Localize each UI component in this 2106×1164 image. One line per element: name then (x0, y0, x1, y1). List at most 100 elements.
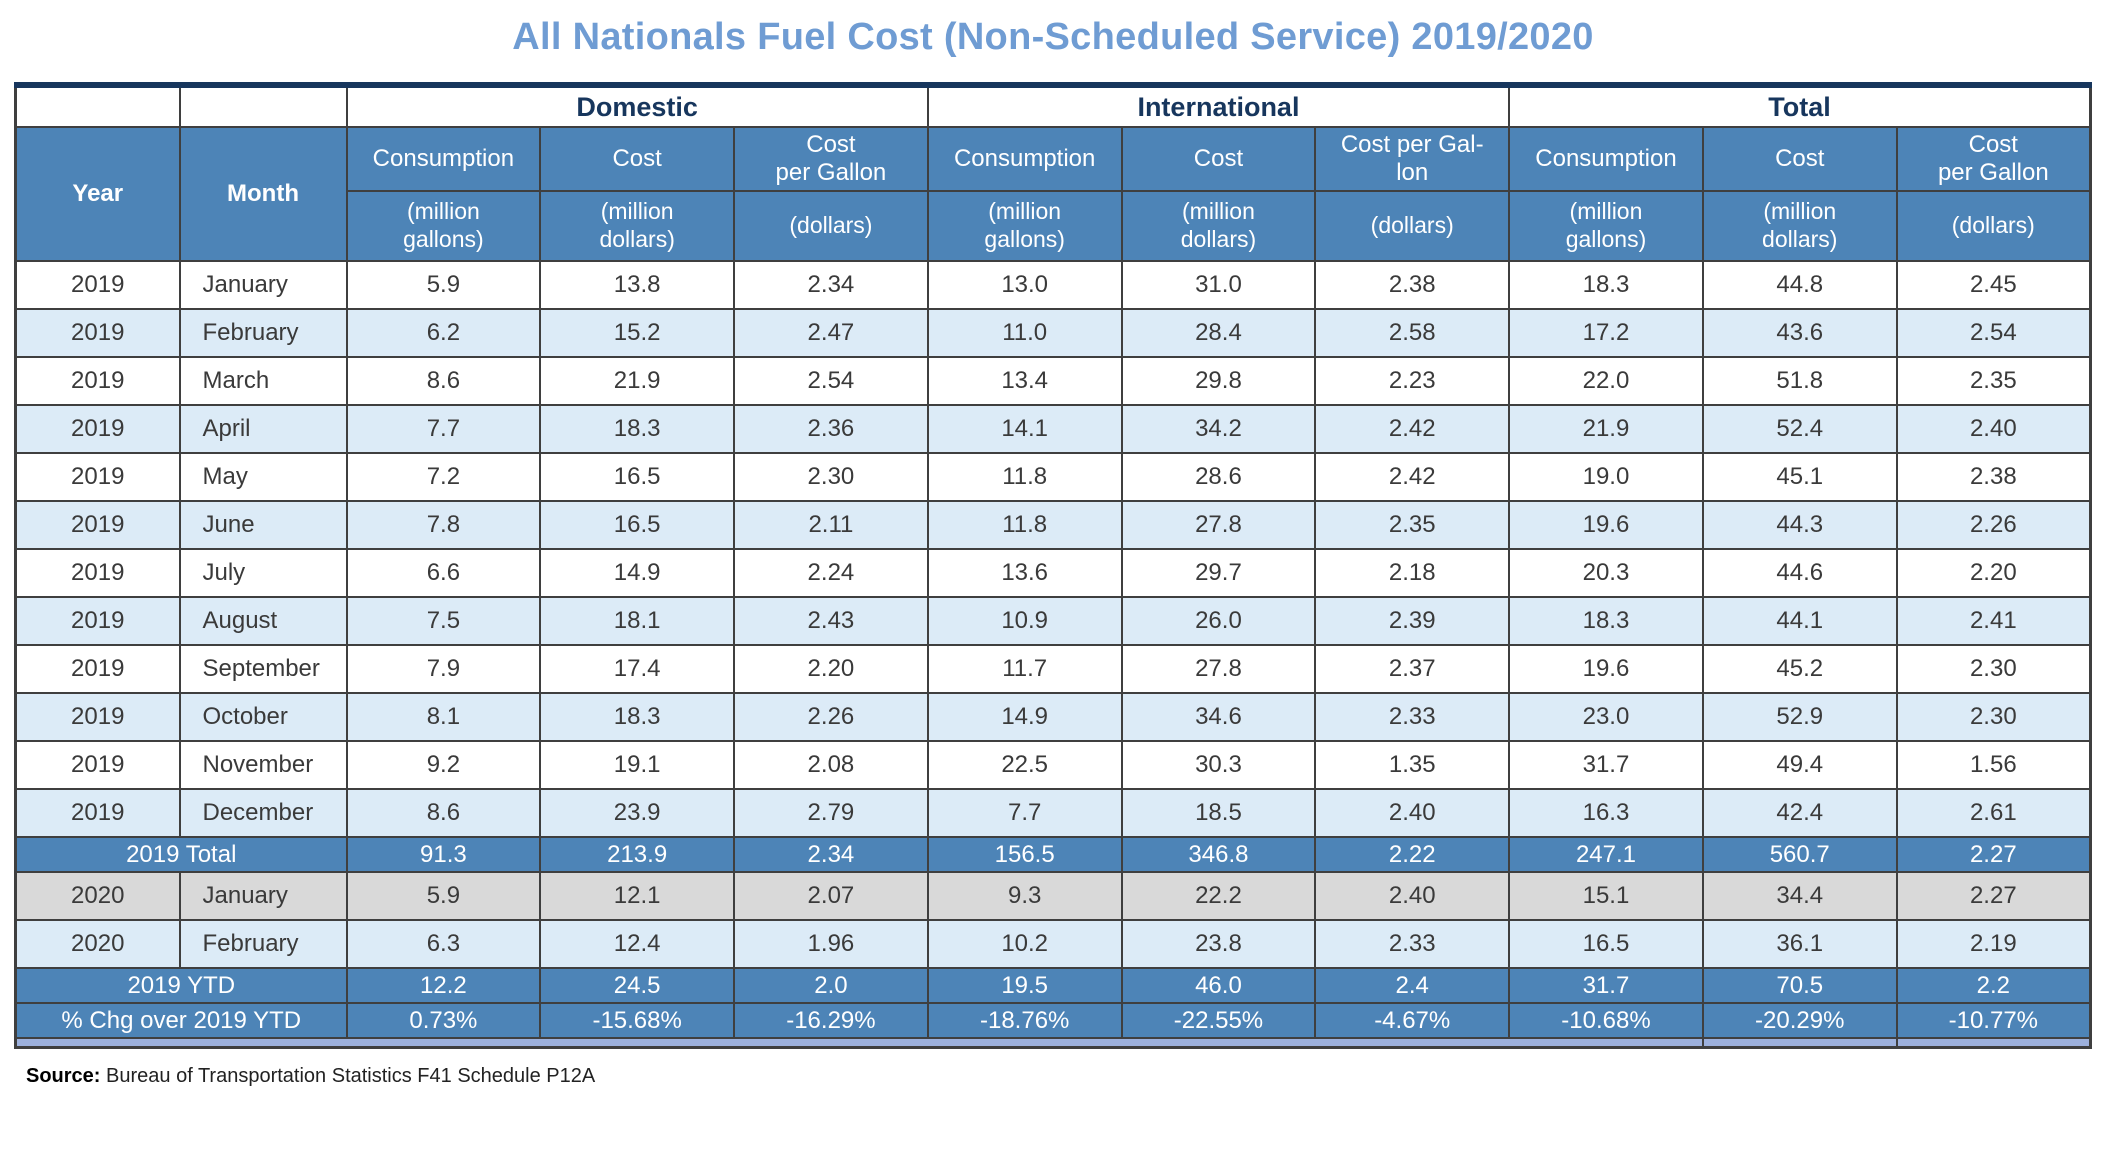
value-cell: -10.68% (1508, 1002, 1704, 1039)
value-cell: 9.3 (926, 871, 1123, 921)
month-cell: April (178, 404, 348, 454)
value-cell: 22.0 (1508, 356, 1704, 406)
value-cell: 27.8 (1120, 500, 1317, 550)
year-cell: 2019 (14, 788, 181, 838)
value-cell: 2.20 (1895, 548, 2092, 598)
year-cell: 2019 (14, 644, 181, 694)
year-cell: 2019 (14, 548, 181, 598)
value-cell: -16.29% (733, 1002, 929, 1039)
value-cell: 2.26 (733, 692, 929, 742)
value-cell: 15.2 (539, 308, 736, 358)
unit-header-total-cost: (million dollars) (1701, 190, 1898, 262)
value-cell: 24.5 (539, 967, 736, 1004)
value-cell: 5.9 (345, 871, 542, 921)
value-cell: 7.7 (926, 788, 1123, 838)
value-cell: 16.3 (1508, 788, 1704, 838)
value-cell: 44.3 (1701, 500, 1898, 550)
value-cell: 28.6 (1120, 452, 1317, 502)
month-cell: December (178, 788, 348, 838)
unit-header-domestic-cost: (million dollars) (539, 190, 736, 262)
value-cell: 10.9 (926, 596, 1123, 646)
value-cell: 2.54 (1895, 308, 2092, 358)
value-cell: 27.8 (1120, 644, 1317, 694)
value-cell: 12.2 (345, 967, 542, 1004)
value-cell: 2.43 (733, 596, 929, 646)
footer-bar-cell (14, 1037, 1704, 1049)
value-cell: 2.34 (733, 260, 929, 310)
month-cell: June (178, 500, 348, 550)
unit-header-total-cost-per-gallon: (dollars) (1895, 190, 2092, 262)
value-cell: 2.40 (1314, 788, 1511, 838)
value-cell: 2.35 (1895, 356, 2092, 406)
value-cell: 22.5 (926, 740, 1123, 790)
month-cell: January (178, 260, 348, 310)
value-cell: 2.2 (1895, 967, 2092, 1004)
month-column-header: Month (178, 126, 348, 262)
value-cell: 52.9 (1701, 692, 1898, 742)
value-cell: 213.9 (539, 836, 736, 873)
value-cell: 2.23 (1314, 356, 1511, 406)
value-cell: 2.20 (733, 644, 929, 694)
value-cell: 20.3 (1508, 548, 1704, 598)
metric-header-international-cost-per-gallon: Cost per Gal- lon (1314, 126, 1511, 192)
page-title: All Nationals Fuel Cost (Non-Scheduled S… (512, 16, 1594, 58)
unit-header-international-cost-per-gallon: (dollars) (1314, 190, 1511, 262)
value-cell: -15.68% (539, 1002, 736, 1039)
month-cell: February (178, 308, 348, 358)
value-cell: 31.7 (1508, 967, 1704, 1004)
footer-bar-cell (1701, 1037, 1898, 1049)
summary-label-cell: 2019 YTD (14, 967, 348, 1004)
month-cell: February (178, 919, 348, 969)
value-cell: 2.18 (1314, 548, 1511, 598)
unit-header-total-consumption: (million gallons) (1508, 190, 1704, 262)
value-cell: 28.4 (1120, 308, 1317, 358)
value-cell: 7.2 (345, 452, 542, 502)
value-cell: 44.8 (1701, 260, 1898, 310)
year-cell: 2020 (14, 919, 181, 969)
value-cell: 34.6 (1120, 692, 1317, 742)
data-row: 2019 May 7.2 16.5 2.30 11.8 28.6 2.42 19.0 45.1 2.… (14, 452, 2092, 502)
value-cell: -10.77% (1895, 1002, 2092, 1039)
value-cell: -4.67% (1314, 1002, 1511, 1039)
data-row: 2019 June 7.8 16.5 2.11 11.8 27.8 2.35 19.6 44.3 2… (14, 500, 2092, 550)
value-cell: 6.2 (345, 308, 542, 358)
metric-header-international-cost: Cost (1120, 126, 1317, 192)
value-cell: 19.6 (1508, 500, 1704, 550)
fuel-cost-table: Domestic International Total Year Month … (14, 82, 2092, 1049)
value-cell: 31.7 (1508, 740, 1704, 790)
value-cell: 2.11 (733, 500, 929, 550)
value-cell: 2.58 (1314, 308, 1511, 358)
year-cell: 2020 (14, 871, 181, 921)
value-cell: 156.5 (926, 836, 1123, 873)
group-header-row: Domestic International Total (14, 82, 2092, 128)
table-header: Domestic International Total Year Month … (14, 82, 2092, 262)
value-cell: 18.3 (539, 692, 736, 742)
month-cell: September (178, 644, 348, 694)
year-cell: 2019 (14, 308, 181, 358)
summary-row: 2019 Total 91.3 213.9 2.34 156.5 346.8 2.22 247… (14, 836, 2092, 873)
year-cell: 2019 (14, 356, 181, 406)
value-cell: 17.4 (539, 644, 736, 694)
value-cell: 14.9 (539, 548, 736, 598)
value-cell: 2.07 (733, 871, 929, 921)
value-cell: 2.19 (1895, 919, 2092, 969)
metric-header-international-consumption: Consumption (926, 126, 1123, 192)
year-cell: 2019 (14, 500, 181, 550)
month-cell: August (178, 596, 348, 646)
value-cell: 6.6 (345, 548, 542, 598)
year-cell: 2019 (14, 596, 181, 646)
value-cell: 16.5 (1508, 919, 1704, 969)
value-cell: 17.2 (1508, 308, 1704, 358)
month-cell: March (178, 356, 348, 406)
value-cell: 36.1 (1701, 919, 1898, 969)
value-cell: 45.2 (1701, 644, 1898, 694)
value-cell: 7.7 (345, 404, 542, 454)
month-cell: October (178, 692, 348, 742)
unit-header-international-cost: (million dollars) (1120, 190, 1317, 262)
data-row: 2020 February 6.3 12.4 1.96 10.2 23.8 2.33 16.5 3… (14, 919, 2092, 969)
value-cell: 0.73% (345, 1002, 542, 1039)
value-cell: 45.1 (1701, 452, 1898, 502)
value-cell: 18.3 (539, 404, 736, 454)
value-cell: 2.39 (1314, 596, 1511, 646)
value-cell: 12.1 (539, 871, 736, 921)
